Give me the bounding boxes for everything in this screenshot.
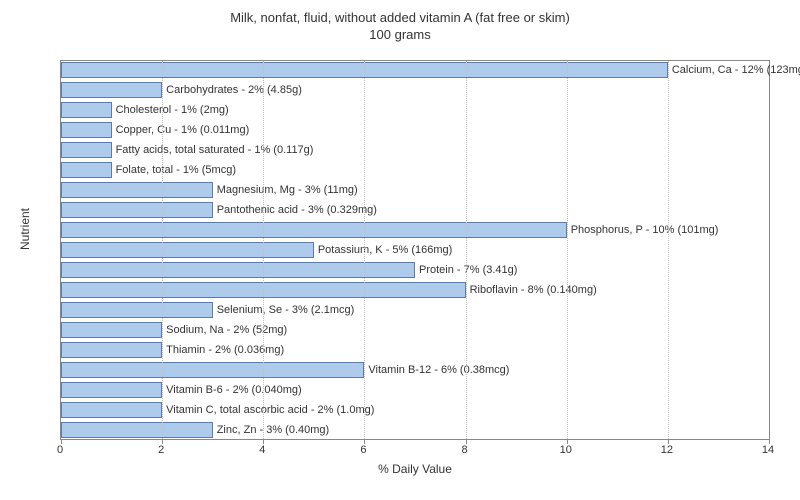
bar-label: Sodium, Na - 2% (52mg)	[162, 322, 287, 338]
x-tick-label: 0	[57, 444, 63, 456]
bar	[61, 142, 112, 158]
bar-label: Vitamin B-12 - 6% (0.38mcg)	[364, 362, 509, 378]
bar	[61, 202, 213, 218]
x-tick-label: 2	[158, 444, 164, 456]
bar-label: Vitamin B-6 - 2% (0.040mg)	[162, 382, 302, 398]
bar-label: Selenium, Se - 3% (2.1mcg)	[213, 302, 355, 318]
bar-label: Calcium, Ca - 12% (123mg)	[668, 62, 800, 78]
bar-label: Magnesium, Mg - 3% (11mg)	[213, 182, 358, 198]
gridline	[263, 61, 264, 439]
bar	[61, 342, 162, 358]
x-tick-label: 6	[360, 444, 366, 456]
gridline	[364, 61, 365, 439]
bar-label: Pantothenic acid - 3% (0.329mg)	[213, 202, 377, 218]
bar	[61, 102, 112, 118]
bar-label: Copper, Cu - 1% (0.011mg)	[112, 122, 250, 138]
bar	[61, 262, 415, 278]
bar	[61, 302, 213, 318]
gridline	[466, 61, 467, 439]
gridline	[567, 61, 568, 439]
bar-label: Vitamin C, total ascorbic acid - 2% (1.0…	[162, 402, 374, 418]
y-axis-label: Nutrient	[18, 208, 32, 250]
x-tick-label: 4	[259, 444, 265, 456]
bar	[61, 362, 364, 378]
chart-title-line2: 100 grams	[0, 27, 800, 44]
bar-label: Riboflavin - 8% (0.140mg)	[466, 282, 597, 298]
bar	[61, 382, 162, 398]
bar	[61, 222, 567, 238]
bar-label: Folate, total - 1% (5mcg)	[112, 162, 236, 178]
bar	[61, 162, 112, 178]
bar-label: Phosphorus, P - 10% (101mg)	[567, 222, 719, 238]
bar	[61, 242, 314, 258]
bar	[61, 322, 162, 338]
bars-layer: Calcium, Ca - 12% (123mg)Carbohydrates -…	[61, 61, 769, 439]
gridline	[162, 61, 163, 439]
x-tick-label: 10	[560, 444, 572, 456]
nutrient-chart: Milk, nonfat, fluid, without added vitam…	[0, 0, 800, 500]
bar	[61, 182, 213, 198]
bar-label: Carbohydrates - 2% (4.85g)	[162, 82, 302, 98]
bar	[61, 122, 112, 138]
bar	[61, 82, 162, 98]
chart-title-line1: Milk, nonfat, fluid, without added vitam…	[0, 10, 800, 27]
x-tick-label: 14	[762, 444, 774, 456]
bar	[61, 422, 213, 438]
bar-label: Cholesterol - 1% (2mg)	[112, 102, 229, 118]
x-ticks: 02468101214	[60, 440, 770, 460]
bar-label: Potassium, K - 5% (166mg)	[314, 242, 453, 258]
bar-label: Zinc, Zn - 3% (0.40mg)	[213, 422, 329, 438]
x-tick-label: 12	[661, 444, 673, 456]
x-tick-label: 8	[462, 444, 468, 456]
bar-label: Fatty acids, total saturated - 1% (0.117…	[112, 142, 314, 158]
bar-label: Thiamin - 2% (0.036mg)	[162, 342, 284, 358]
bar	[61, 402, 162, 418]
chart-title: Milk, nonfat, fluid, without added vitam…	[0, 0, 800, 44]
gridline	[668, 61, 669, 439]
x-axis-label: % Daily Value	[60, 462, 770, 476]
plot-area: Calcium, Ca - 12% (123mg)Carbohydrates -…	[60, 60, 770, 440]
